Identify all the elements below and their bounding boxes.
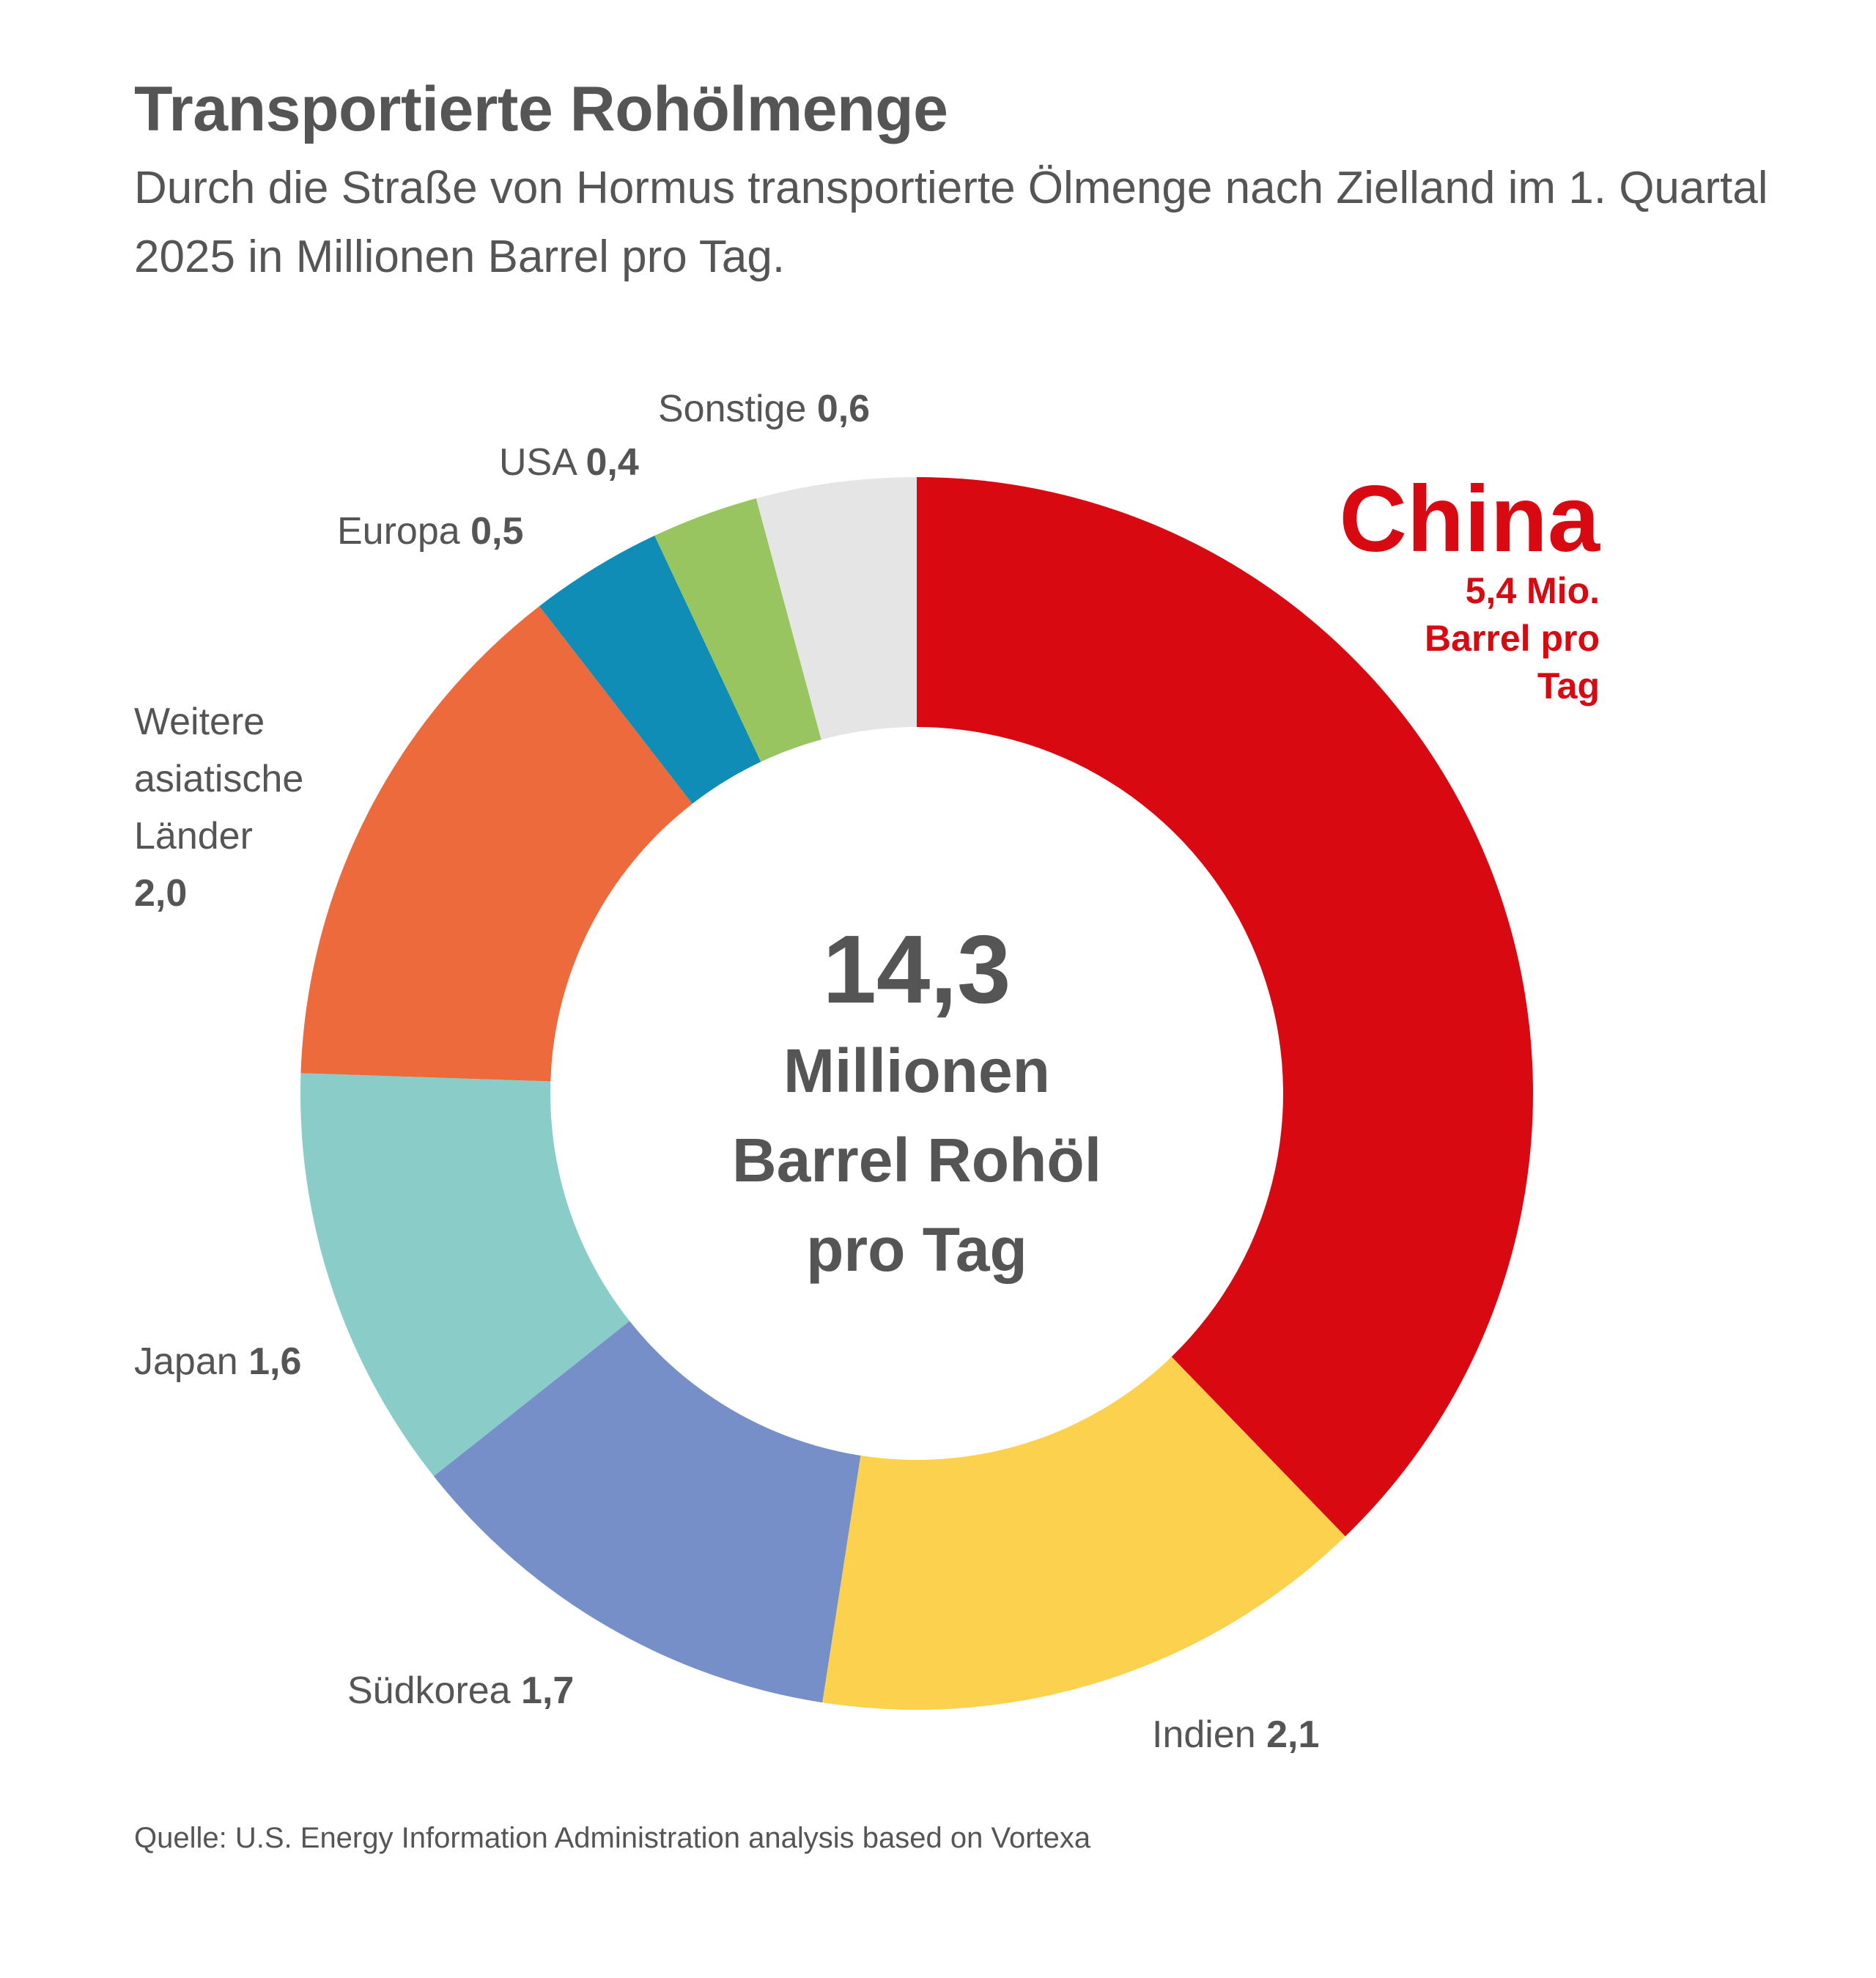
center-label: 14,3 Millionen Barrel Rohöl pro Tag <box>732 915 1101 1284</box>
slice-europa <box>539 535 761 804</box>
label-suedkorea: Südkorea 1,7 <box>347 1669 574 1712</box>
label-china-value: Barrel pro <box>1425 618 1600 659</box>
chart-subtitle: Durch die Straße von Hormus transportier… <box>134 163 1768 282</box>
slice-weitere-asiatische-laender <box>300 606 693 1082</box>
label-weitere-asiatische-laender-name: Weitere <box>134 701 265 743</box>
center-total-value: 14,3 <box>823 915 1011 1023</box>
slice-japan <box>300 1073 630 1477</box>
center-unit-line: Millionen <box>783 1036 1050 1105</box>
label-weitere-asiatische-laender-name: asiatische <box>134 758 303 800</box>
label-sonstige: Sonstige 0,6 <box>658 388 870 430</box>
slice-sonstige <box>756 477 917 740</box>
center-unit-line: Barrel Rohöl <box>732 1126 1101 1195</box>
label-china-value: 5,4 Mio. <box>1466 570 1600 611</box>
center-unit-line: pro Tag <box>806 1215 1027 1284</box>
label-weitere-asiatische-laender-name: Länder <box>134 815 253 857</box>
slice-suedkorea <box>433 1321 861 1703</box>
label-indien: Indien 2,1 <box>1152 1713 1319 1756</box>
label-china-value: Tag <box>1537 665 1600 706</box>
label-weitere-asiatische-laender-value: 2,0 <box>134 872 187 915</box>
slice-usa <box>654 498 821 762</box>
slice-china <box>917 477 1533 1537</box>
label-europa: Europa 0,5 <box>337 510 523 553</box>
donut-slices <box>300 477 1533 1710</box>
source-note: Quelle: U.S. Energy Information Administ… <box>134 1822 1091 1854</box>
slice-indien <box>822 1357 1345 1710</box>
label-china-name: China <box>1339 467 1600 572</box>
chart-title: Transportierte Rohölmenge <box>134 74 948 144</box>
label-usa: USA 0,4 <box>499 441 639 484</box>
label-japan: Japan 1,6 <box>134 1340 301 1383</box>
